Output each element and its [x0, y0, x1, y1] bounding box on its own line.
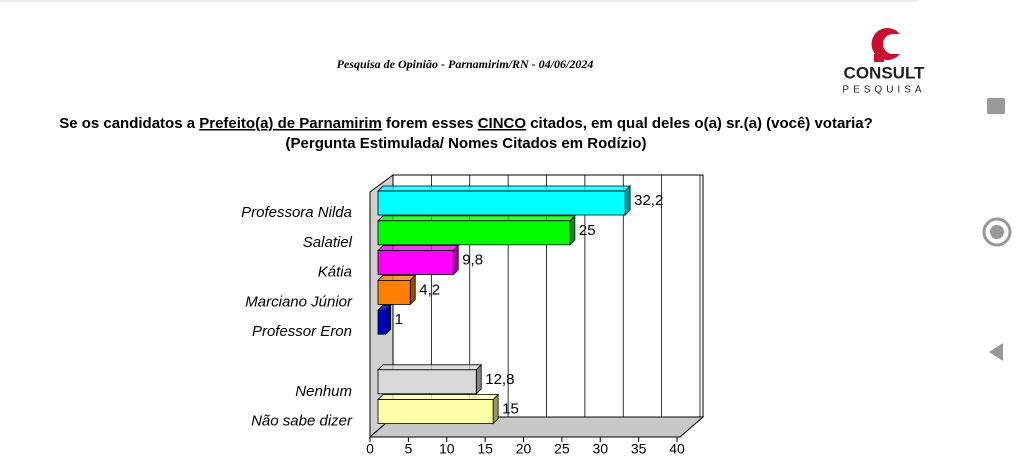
nav-recent[interactable]	[987, 98, 1005, 114]
bar	[377, 369, 477, 395]
chart-subtitle: (Pergunta Estimulada/ Nomes Citados em R…	[286, 135, 647, 152]
x-tick-label: 25	[554, 441, 570, 457]
category-label: Marciano Júnior	[245, 293, 353, 310]
title-part: CINCO	[478, 115, 527, 132]
bar-side	[624, 185, 631, 216]
bar	[377, 309, 387, 335]
title-part: Prefeito(a) de Parnamirim	[199, 115, 382, 132]
header-subtitle: Pesquisa de Opinião - Parnamirim/RN - 04…	[337, 57, 594, 71]
bar	[377, 399, 494, 425]
value-label: 12,8	[485, 371, 514, 388]
category-label: Kátia	[318, 264, 352, 281]
value-label: 4,2	[419, 281, 440, 298]
x-tick-label: 35	[631, 441, 647, 457]
logo-icon-tail	[874, 54, 884, 62]
bar-top	[377, 364, 483, 371]
bar-side	[492, 393, 499, 425]
bar	[377, 190, 626, 216]
bar-side	[475, 363, 482, 395]
bar-side	[385, 304, 392, 336]
logo-icon	[871, 27, 900, 60]
bar	[377, 279, 411, 305]
category-label: Professora Nilda	[241, 204, 352, 221]
bar-side	[452, 244, 459, 276]
category-label: Salatiel	[303, 234, 353, 251]
bar-side	[569, 214, 576, 246]
bar-top	[377, 394, 500, 401]
bar-top	[377, 245, 460, 252]
x-tick-label: 30	[592, 441, 608, 457]
bar	[377, 250, 454, 276]
logo-subtext: PESQUISA	[842, 85, 925, 96]
value-label: 32,2	[634, 192, 663, 209]
x-tick-label: 5	[404, 441, 412, 457]
bar-side	[409, 274, 416, 306]
x-tick-label: 20	[516, 441, 532, 457]
value-label: 1	[395, 311, 403, 328]
bar-top	[377, 274, 417, 281]
x-tick-label: 0	[366, 441, 374, 457]
logo-text: CONSULT	[844, 63, 926, 82]
title-part: citados, em qual deles o(a) sr.(a) (você…	[526, 115, 873, 132]
x-tick-label: 10	[439, 441, 455, 457]
value-label: 9,8	[462, 252, 483, 269]
category-label: Não sabe dizer	[251, 413, 353, 430]
category-label: Nenhum	[295, 383, 352, 400]
bar	[377, 220, 571, 246]
title-part: Se os candidatos a	[59, 115, 199, 132]
bar-top	[377, 215, 576, 222]
title-part: forem esses	[382, 115, 478, 132]
bar-top	[377, 185, 632, 192]
chart-title: Se os candidatos a Prefeito(a) de Parnam…	[59, 115, 873, 132]
value-label: 15	[502, 401, 519, 418]
nav-home[interactable]	[982, 217, 1012, 247]
x-tick-label: 40	[669, 441, 685, 457]
nav-home-dot	[990, 225, 1004, 239]
nav-back[interactable]	[989, 343, 1003, 361]
category-label: Professor Eron	[252, 323, 352, 340]
value-label: 25	[579, 222, 596, 239]
x-tick-label: 15	[477, 441, 493, 457]
